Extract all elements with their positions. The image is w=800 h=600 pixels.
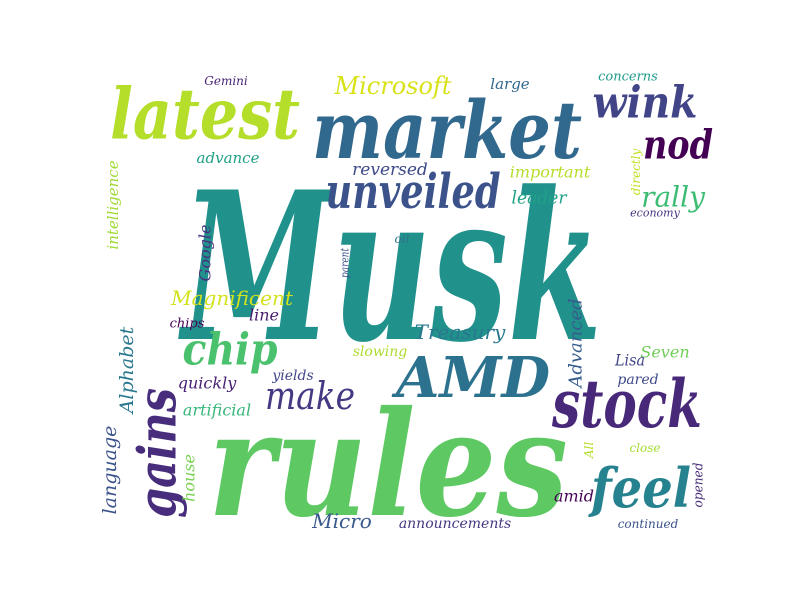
- word-make: make: [265, 374, 355, 418]
- word-gemini: Gemini: [204, 74, 248, 88]
- word-all: All: [582, 442, 596, 460]
- word-nod: nod: [643, 122, 713, 169]
- word-pared: pared: [617, 372, 658, 388]
- word-yields: yields: [271, 368, 313, 384]
- word-artificial: artificial: [183, 401, 251, 420]
- word-intelligence: intelligence: [104, 160, 122, 249]
- word-magnificent: Magnificent: [170, 286, 294, 310]
- word-oil: oil: [395, 232, 410, 246]
- word-line: line: [249, 306, 279, 325]
- word-microsoft: Microsoft: [334, 72, 452, 100]
- word-treasury: Treasury: [415, 320, 506, 344]
- word-economy: economy: [630, 207, 680, 220]
- word-slowing: slowing: [353, 344, 408, 360]
- word-close: close: [629, 441, 660, 455]
- word-alphabet: Alphabet: [116, 326, 138, 415]
- word-large: large: [490, 75, 530, 93]
- word-concerns: concerns: [598, 70, 658, 85]
- word-amd: AMD: [391, 345, 550, 411]
- word-micro: Micro: [311, 509, 372, 533]
- word-feel: feel: [587, 456, 691, 520]
- word-reversed: reversed: [352, 160, 428, 180]
- word-seven: Seven: [640, 343, 689, 362]
- word-musk: Musk: [178, 148, 602, 388]
- word-opened: opened: [692, 463, 707, 508]
- word-language: language: [99, 426, 121, 515]
- word-stock: stock: [551, 365, 702, 443]
- word-wink: wink: [593, 78, 698, 129]
- word-advanced: Advanced: [566, 298, 587, 389]
- word-important: important: [510, 163, 591, 182]
- word-quickly: quickly: [178, 374, 237, 393]
- word-market: market: [312, 83, 582, 177]
- word-continued: continued: [618, 517, 679, 531]
- word-chip: chip: [183, 325, 278, 376]
- word-chips: chips: [170, 317, 205, 332]
- word-latest: latest: [110, 73, 300, 156]
- word-lisa: Lisa: [614, 351, 645, 370]
- word-amid: amid: [554, 487, 594, 506]
- word-gains: gains: [128, 388, 189, 518]
- word-unveiled: unveiled: [326, 164, 501, 220]
- word-announcements: announcements: [399, 516, 511, 532]
- word-parent: parent: [339, 248, 352, 278]
- word-directly: directly: [629, 149, 643, 196]
- word-leader: leader: [512, 188, 568, 209]
- word-rules: rules: [208, 380, 568, 550]
- word-advance: advance: [197, 149, 260, 167]
- word-google: Google: [196, 225, 215, 282]
- word-house: house: [180, 454, 199, 502]
- word-rally: rally: [641, 181, 706, 214]
